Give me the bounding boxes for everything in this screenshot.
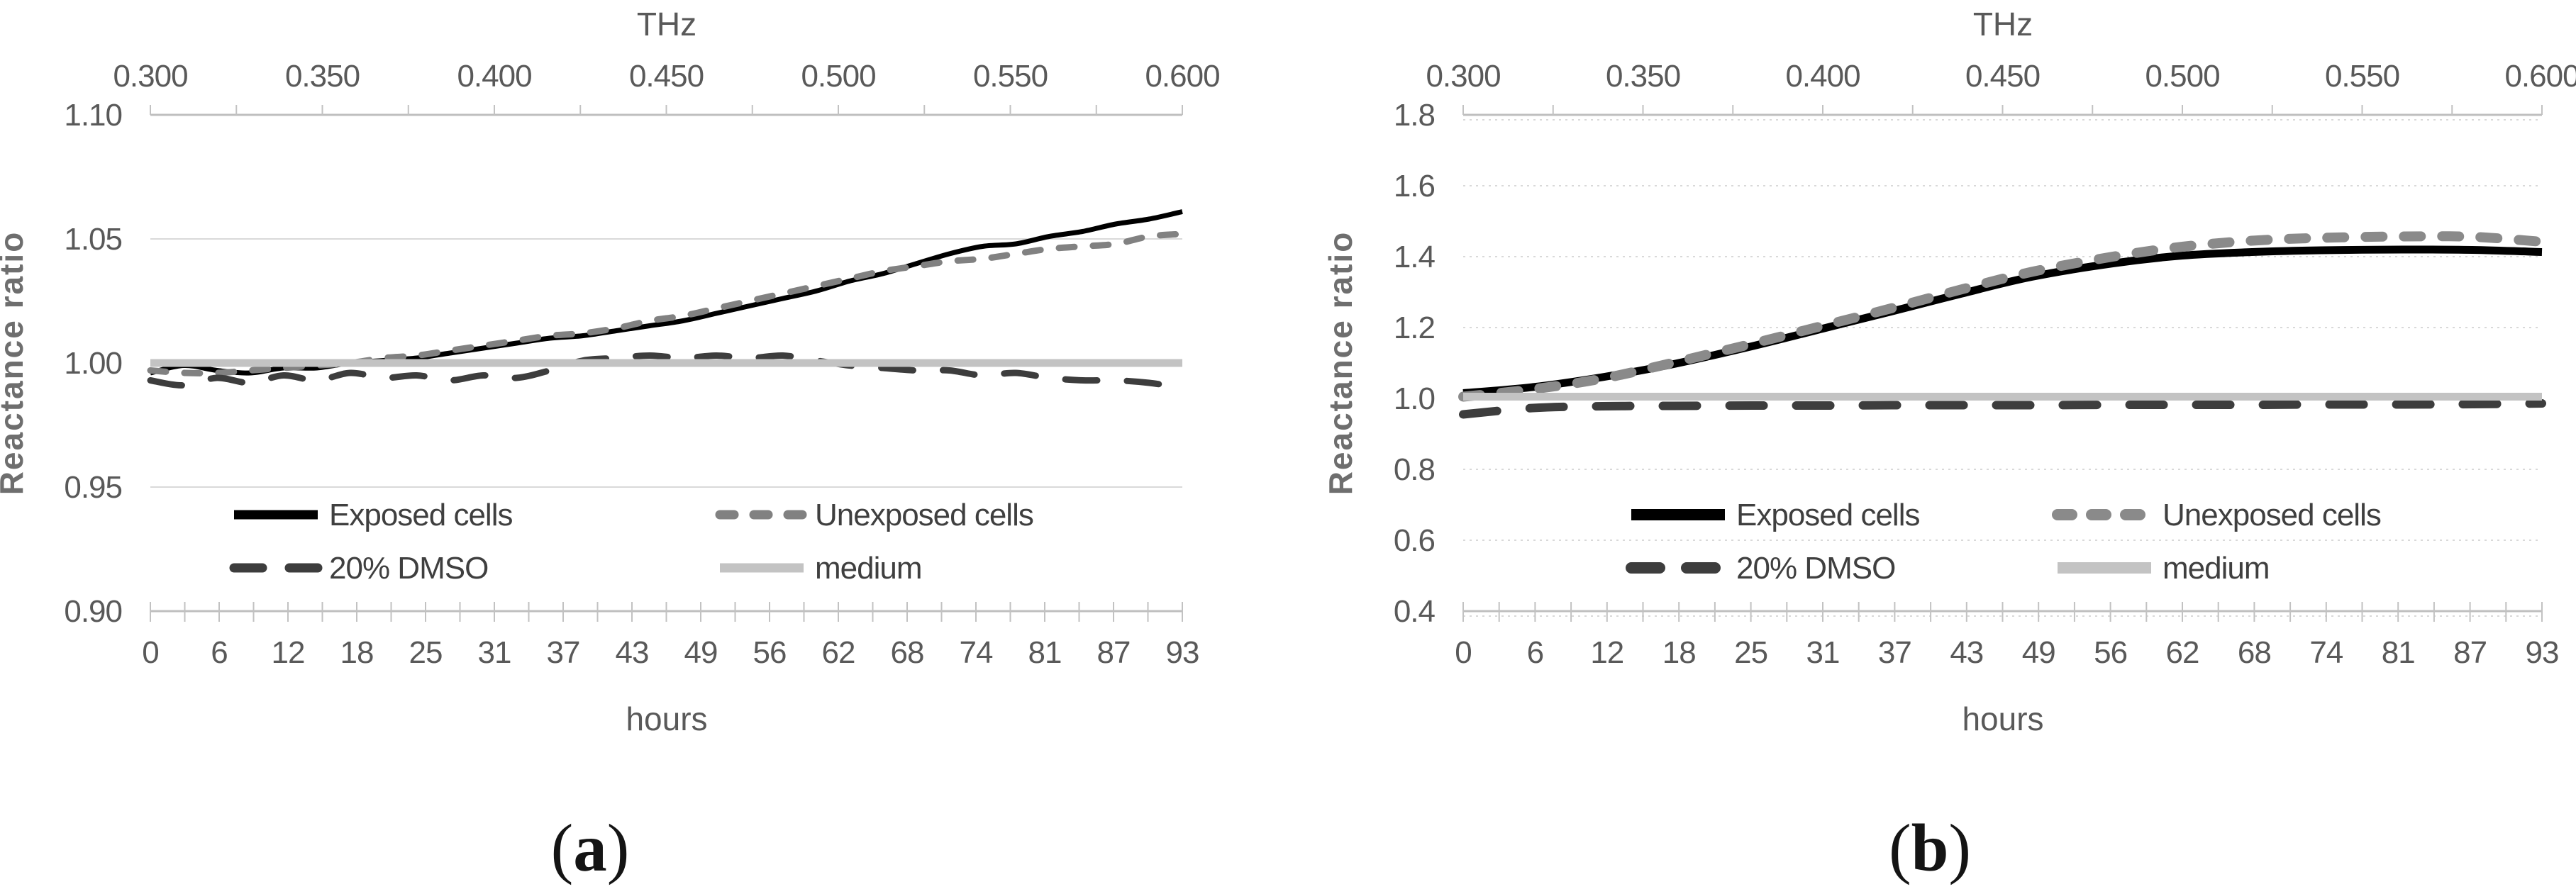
y-axis-tick-label: 0.4	[1394, 594, 1436, 629]
series-unexposed-cells	[147, 230, 1186, 376]
top-axis-title: THz	[1973, 6, 2033, 43]
x-axis-tick-label: 56	[753, 635, 787, 670]
top-axis-tick-label: 0.300	[113, 59, 187, 94]
chart-panel-b: THz 0.300 0.350 0.400 0.450 0.500 0.550 0.600 1.…	[1288, 0, 2576, 894]
y-axis-tick-label: 0.6	[1394, 523, 1435, 558]
x-axis-tick-label: 12	[272, 635, 305, 670]
x-axis-tick-label: 49	[2022, 635, 2055, 670]
x-axis-tick-label: 0	[142, 635, 158, 670]
top-axis-tick-label: 0.450	[1965, 59, 2040, 94]
top-axis-tick-label: 0.500	[2145, 59, 2219, 94]
y-axis-tick-label: 1.10	[64, 98, 122, 133]
series-unexposed-cells	[1458, 231, 2547, 402]
top-axis-tick-label: 0.350	[1606, 59, 1680, 94]
y-axis-tick-label: 1.05	[64, 222, 122, 257]
x-axis: 0 6 12 18 25 31 37 43 49 56 62 68 74 81 87 93 hours	[1455, 602, 2559, 737]
x-axis-tick-label: 37	[547, 635, 580, 670]
top-axis-tick-label: 0.350	[285, 59, 360, 94]
top-axis-tick-label: 0.500	[801, 59, 875, 94]
top-axis-title: THz	[637, 6, 696, 43]
x-axis-tick-label: 0	[1455, 635, 1471, 670]
y-axis-tick-label: 0.90	[64, 594, 122, 629]
x-axis-tick-label: 6	[211, 635, 227, 670]
y-axis-tick-label: 0.8	[1394, 452, 1435, 487]
x-axis-tick-label: 25	[409, 635, 443, 670]
y-axis-title: Reactance ratio	[0, 231, 30, 496]
top-axis-tick-label: 0.450	[629, 59, 704, 94]
x-axis-tick-label: 31	[1806, 635, 1840, 670]
x-axis-tick-label: 25	[1734, 635, 1767, 670]
x-axis-tick-label: 43	[616, 635, 649, 670]
top-axis-tick-label: 0.400	[1785, 59, 1860, 94]
panel-caption: (a)	[551, 810, 630, 885]
y-axis: 1.8 1.6 1.4 1.2 1.0 0.8 0.6 0.4 Reactance ratio	[1322, 98, 1436, 629]
y-axis: 1.10 1.05 1.00 0.95 0.90 Reactance ratio	[0, 98, 123, 629]
y-axis-tick-label: 1.8	[1394, 98, 1435, 133]
legend-label-exposed-cells: Exposed cells	[1736, 498, 1919, 532]
x-axis-tick-label: 68	[2238, 635, 2271, 670]
x-axis-tick-label: 6	[1527, 635, 1543, 670]
x-axis-tick-label: 18	[340, 635, 374, 670]
x-axis-tick-label: 81	[1028, 635, 1062, 670]
legend-label-20-dmso: 20% DMSO	[329, 551, 488, 586]
legend-label-medium: medium	[815, 551, 922, 586]
y-axis-tick-label: 1.6	[1394, 169, 1435, 203]
x-axis-tick-label: 93	[2526, 635, 2559, 670]
x-axis-tick-label: 87	[1097, 635, 1131, 670]
y-axis-tick-label: 1.0	[1394, 381, 1435, 416]
x-axis-tick-label: 37	[1878, 635, 1911, 670]
top-axis-tick-label: 0.550	[2325, 59, 2399, 94]
top-axis: THz 0.300 0.350 0.400 0.450 0.500 0.550 0.600	[1426, 6, 2576, 116]
x-axis-tick-label: 12	[1590, 635, 1623, 670]
y-axis-tick-label: 1.4	[1394, 240, 1436, 274]
panel-caption: (b)	[1889, 810, 1971, 885]
y-axis-tick-label: 0.95	[64, 470, 122, 505]
y-axis-tick-label: 1.00	[64, 346, 122, 381]
x-axis-tick-label: 87	[2453, 635, 2487, 670]
top-axis-tick-label: 0.550	[973, 59, 1048, 94]
top-axis-tick-label: 0.400	[457, 59, 531, 94]
x-axis-title: hours	[626, 700, 707, 737]
x-axis-tick-label: 43	[1950, 635, 1983, 670]
legend-label-unexposed-cells: Unexposed cells	[2163, 498, 2381, 532]
y-axis-tick-label: 1.2	[1394, 311, 1435, 345]
legend-label-medium: medium	[2163, 551, 2270, 586]
x-axis-title: hours	[1962, 700, 2043, 737]
chart-a: THz 0.300 0.350 0.400 0.450 0.500 0.550 0.600 1.…	[0, 6, 1221, 885]
x-axis-tick-label: 18	[1662, 635, 1696, 670]
y-axis-title: Reactance ratio	[1322, 231, 1359, 496]
x-axis-tick-label: 74	[2309, 635, 2343, 670]
x-axis-tick-label: 62	[2166, 635, 2199, 670]
x-axis-tick-label: 62	[822, 635, 855, 670]
series-20-dmso	[1459, 399, 2546, 419]
x-axis-tick-label: 49	[684, 635, 718, 670]
x-axis-tick-label: 68	[891, 635, 924, 670]
x-axis: 0 6 12 18 25 31 37 43 49 56 62 68 74 81 87 93 hours	[142, 602, 1199, 737]
legend: Exposed cells Unexposed cells 20% DMSO medi…	[229, 498, 1034, 586]
series-exposed-cells	[150, 209, 1183, 376]
top-axis: THz 0.300 0.350 0.400 0.450 0.500 0.550 0.600	[113, 6, 1221, 116]
legend: Exposed cells Unexposed cells 20% DMSO medi…	[1626, 498, 2382, 586]
top-axis-tick-label: 0.600	[1145, 59, 1219, 94]
series-20-dmso	[147, 352, 1186, 391]
gridlines	[1463, 119, 2542, 617]
x-axis-tick-label: 93	[1166, 635, 1199, 670]
legend-label-20-dmso: 20% DMSO	[1736, 551, 1895, 586]
x-axis-tick-label: 56	[2094, 635, 2127, 670]
x-axis-tick-label: 74	[960, 635, 993, 670]
legend-label-exposed-cells: Exposed cells	[329, 498, 512, 532]
x-axis-tick-label: 31	[478, 635, 511, 670]
chart-panel-a: THz 0.300 0.350 0.400 0.450 0.500 0.550 0.600 1.…	[0, 6, 1221, 885]
top-axis-tick-label: 0.600	[2504, 59, 2576, 94]
x-axis-tick-label: 81	[2382, 635, 2415, 670]
chart-b: THz 0.300 0.350 0.400 0.450 0.500 0.550 0.600 1.…	[1322, 6, 2576, 885]
top-axis-tick-label: 0.300	[1426, 59, 1500, 94]
legend-label-unexposed-cells: Unexposed cells	[815, 498, 1033, 532]
